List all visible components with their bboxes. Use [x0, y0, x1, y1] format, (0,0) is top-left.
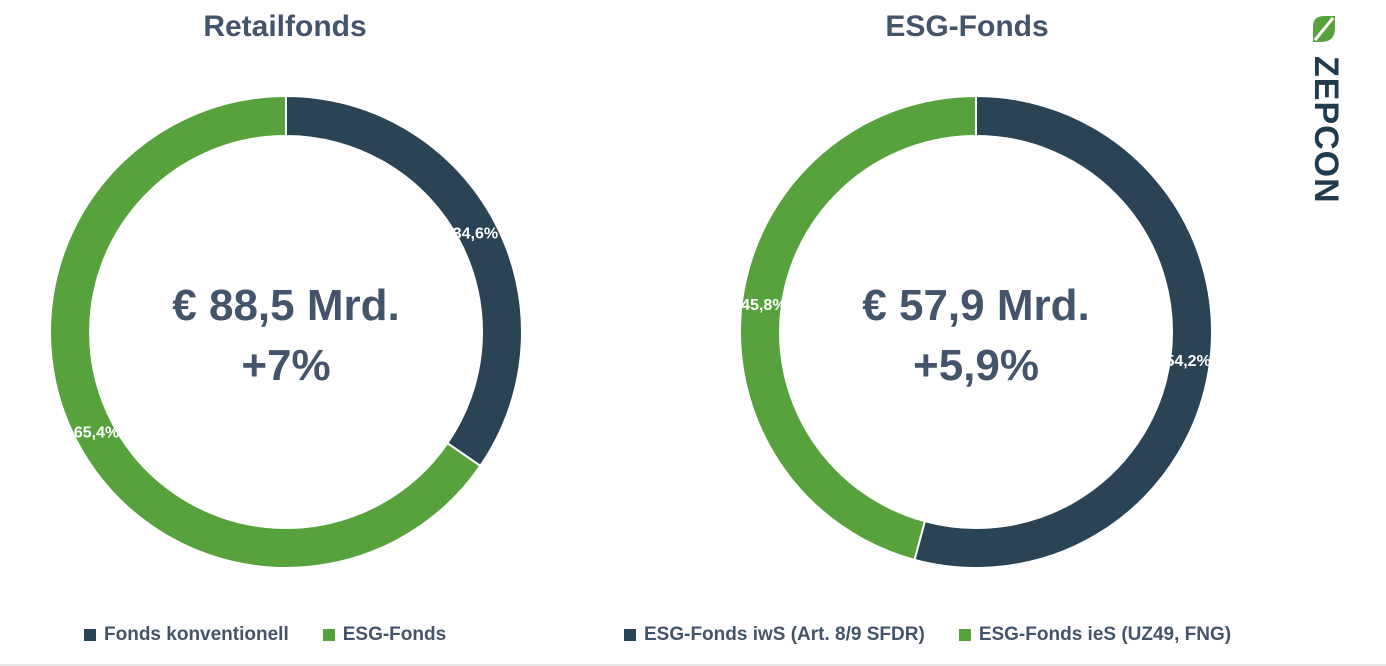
- donut-slice-1-1: [739, 94, 977, 562]
- slice-data-label: 34,6%: [453, 225, 498, 242]
- leaf-icon: [1313, 16, 1335, 42]
- center-total-value: € 88,5 Mrd.: [172, 281, 399, 330]
- legend-retailfonds: Fonds konventionell ESG-Fonds: [84, 624, 480, 646]
- legend-item-fonds-konventionell: Fonds konventionell: [84, 624, 289, 646]
- legend-swatch-green: [322, 629, 335, 641]
- center-total-value: € 57,9 Mrd.: [862, 281, 1089, 330]
- legend-label: ESG-Fonds iwS (Art. 8/9 SFDR): [644, 624, 925, 645]
- center-change-value: +5,9%: [913, 341, 1039, 390]
- center-change-value: +7%: [241, 341, 330, 390]
- slice-data-label: 45,8%: [741, 297, 786, 314]
- chart-title-esg-fonds: ESG-Fonds: [885, 10, 1049, 43]
- legend-label: ESG-Fonds ieS (UZ49, FNG): [978, 624, 1232, 645]
- legend-swatch-green: [958, 629, 971, 641]
- donut-slice-1-0: [913, 94, 1213, 569]
- legend-esg-fonds: ESG-Fonds iwS (Art. 8/9 SFDR) ESG-Fonds …: [624, 624, 1265, 646]
- legend-item-esg-fonds-iws: ESG-Fonds iwS (Art. 8/9 SFDR): [624, 624, 925, 646]
- slice-data-label: 65,4%: [74, 425, 119, 442]
- legend-item-esg-fonds: ESG-Fonds: [322, 624, 447, 646]
- legend-item-esg-fonds-ies: ESG-Fonds ieS (UZ49, FNG): [958, 624, 1232, 646]
- bottom-divider: [0, 664, 1386, 666]
- slice-data-label: 54,2%: [1165, 353, 1210, 370]
- brand-logo-text: ZEPCON: [1307, 56, 1345, 204]
- chart-title-retailfonds: Retailfonds: [203, 10, 367, 43]
- legend-swatch-navy: [84, 629, 96, 641]
- legend-swatch-navy: [624, 629, 636, 641]
- legend-label: Fonds konventionell: [104, 624, 289, 645]
- donut-slice-0-1: [49, 94, 482, 569]
- legend-label: ESG-Fonds: [342, 624, 447, 645]
